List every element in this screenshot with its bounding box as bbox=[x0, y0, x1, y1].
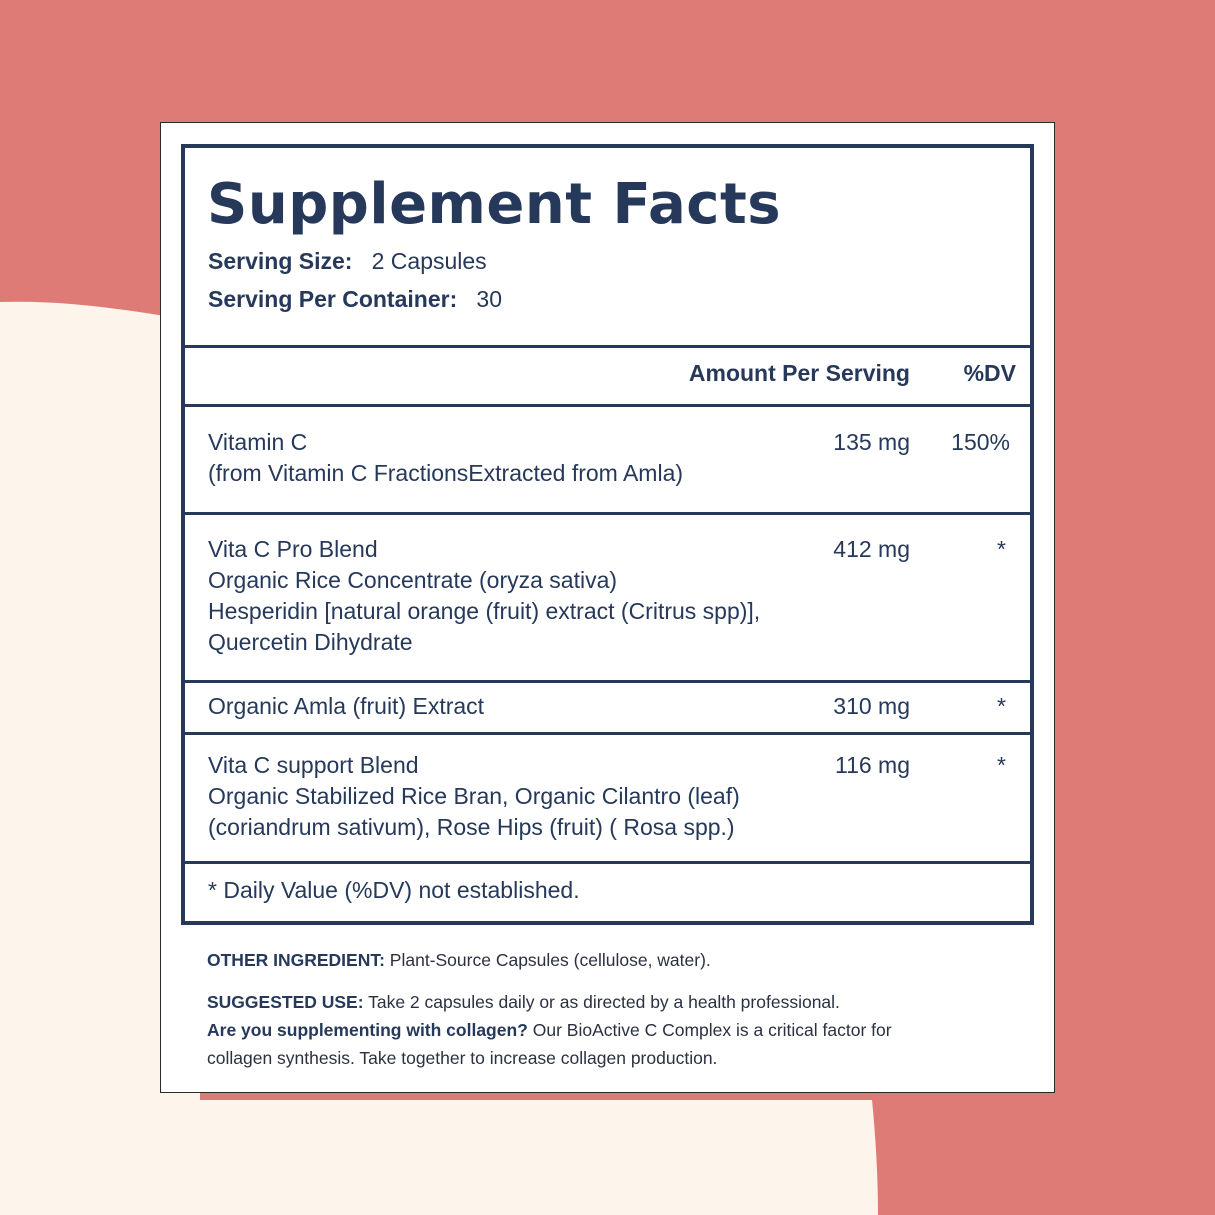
collagen-question: Are you supplementing with collagen? bbox=[207, 1020, 528, 1040]
supplement-facts-box: Supplement Facts Serving Size: 2 Capsule… bbox=[181, 144, 1034, 925]
ingredient-dv: 150% bbox=[951, 429, 1010, 455]
other-ingredient: OTHER INGREDIENT: Plant-Source Capsules … bbox=[207, 946, 711, 974]
ingredient-detail: (from Vitamin C FractionsExtracted from … bbox=[208, 460, 684, 486]
supplement-panel: Supplement Facts Serving Size: 2 Capsule… bbox=[160, 122, 1055, 1093]
serving-size-value: 2 Capsules bbox=[371, 248, 487, 274]
column-header-row: Amount Per Serving %DV bbox=[185, 348, 1030, 407]
ingredient-detail: (coriandrum sativum), Rose Hips (fruit) … bbox=[208, 814, 735, 840]
ingredient-detail: Organic Stabilized Rice Bran, Organic Ci… bbox=[208, 783, 740, 809]
ingredient-detail: Hesperidin [natural orange (fruit) extra… bbox=[208, 598, 761, 624]
ingredient-dv: * bbox=[997, 752, 1006, 778]
ingredient-detail: Quercetin Dihydrate bbox=[208, 629, 413, 655]
table-row-vita-c-support-blend: Vita C support Blend Organic Stabilized … bbox=[185, 735, 1030, 864]
dv-header: %DV bbox=[963, 360, 1016, 386]
ingredient-amount: 116 mg bbox=[834, 752, 910, 778]
ingredient-name: Vitamin C bbox=[208, 429, 308, 455]
ingredient-dv: * bbox=[997, 536, 1006, 562]
suggested-use-text: Take 2 capsules daily or as directed by … bbox=[363, 992, 840, 1012]
ingredient-name: Vita C support Blend bbox=[208, 752, 419, 778]
table-row-organic-amla: Organic Amla (fruit) Extract 310 mg * bbox=[185, 683, 1030, 735]
ingredient-dv: * bbox=[997, 693, 1006, 719]
table-row-vita-c-pro-blend: Vita C Pro Blend Organic Rice Concentrat… bbox=[185, 515, 1030, 683]
ingredient-detail: Organic Rice Concentrate (oryza sativa) bbox=[208, 567, 618, 593]
other-ingredient-text: Plant-Source Capsules (cellulose, water)… bbox=[384, 950, 711, 970]
servings-per-container: Serving Per Container: 30 bbox=[208, 284, 502, 314]
serving-size: Serving Size: 2 Capsules bbox=[208, 246, 487, 276]
collagen-text-1: Our BioActive C Complex is a critical fa… bbox=[527, 1020, 892, 1040]
ingredient-name: Vita C Pro Blend bbox=[208, 536, 378, 562]
serving-size-label: Serving Size: bbox=[208, 248, 353, 274]
ingredient-amount: 310 mg bbox=[833, 693, 910, 719]
dv-footnote: * Daily Value (%DV) not established. bbox=[208, 877, 580, 903]
servings-per-container-label: Serving Per Container: bbox=[208, 286, 458, 312]
table-row-vitamin-c: Vitamin C (from Vitamin C FractionsExtra… bbox=[185, 407, 1030, 515]
ingredient-amount: 135 mg bbox=[833, 429, 910, 455]
ingredient-name: Organic Amla (fruit) Extract bbox=[208, 693, 485, 719]
collagen-text-2: collagen synthesis. Take together to inc… bbox=[207, 1048, 718, 1068]
facts-header: Supplement Facts Serving Size: 2 Capsule… bbox=[185, 148, 1030, 348]
page-title: Supplement Facts bbox=[207, 172, 782, 237]
servings-per-container-value: 30 bbox=[476, 286, 502, 312]
suggested-use-label: SUGGESTED USE: bbox=[207, 992, 364, 1012]
amount-per-serving-header: Amount Per Serving bbox=[688, 360, 910, 386]
suggested-use: SUGGESTED USE: Take 2 capsules daily or … bbox=[207, 988, 892, 1072]
other-ingredient-label: OTHER INGREDIENT: bbox=[207, 950, 385, 970]
ingredient-amount: 412 mg bbox=[833, 536, 910, 562]
